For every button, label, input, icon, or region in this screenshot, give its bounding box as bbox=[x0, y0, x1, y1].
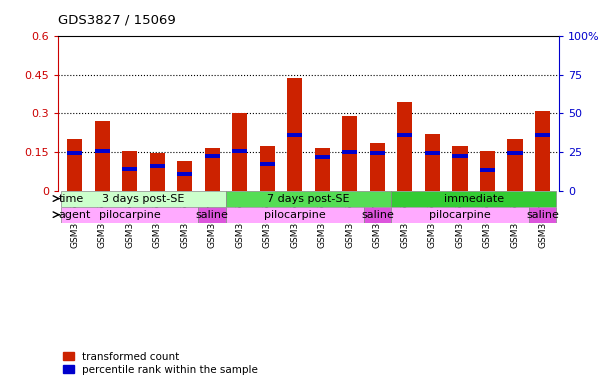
Bar bbox=[260, 146, 275, 190]
Bar bbox=[391, 190, 556, 207]
Bar bbox=[315, 148, 330, 190]
Bar bbox=[342, 116, 357, 190]
Text: agent: agent bbox=[59, 210, 91, 220]
Bar bbox=[122, 167, 137, 171]
Bar bbox=[226, 207, 364, 223]
Bar bbox=[529, 207, 556, 223]
Bar bbox=[177, 172, 192, 176]
Bar bbox=[480, 151, 495, 190]
Bar bbox=[67, 151, 82, 156]
Bar bbox=[364, 207, 391, 223]
Bar bbox=[508, 139, 522, 190]
Bar bbox=[226, 190, 391, 207]
Bar bbox=[260, 162, 275, 166]
Text: 7 days post-SE: 7 days post-SE bbox=[267, 194, 350, 204]
Bar bbox=[535, 111, 550, 190]
Bar bbox=[95, 149, 109, 153]
Bar bbox=[67, 139, 82, 190]
Bar bbox=[177, 161, 192, 190]
Bar bbox=[370, 151, 385, 156]
Text: 3 days post-SE: 3 days post-SE bbox=[102, 194, 185, 204]
Text: saline: saline bbox=[196, 210, 229, 220]
Bar bbox=[315, 155, 330, 159]
Bar bbox=[287, 78, 302, 190]
Text: saline: saline bbox=[526, 210, 559, 220]
Legend: transformed count, percentile rank within the sample: transformed count, percentile rank withi… bbox=[64, 352, 258, 375]
Bar bbox=[150, 164, 165, 168]
Text: immediate: immediate bbox=[444, 194, 504, 204]
Bar bbox=[150, 153, 165, 190]
Bar bbox=[287, 133, 302, 137]
Bar bbox=[397, 133, 412, 137]
Bar bbox=[370, 143, 385, 190]
Text: GDS3827 / 15069: GDS3827 / 15069 bbox=[58, 14, 176, 27]
Text: pilocarpine: pilocarpine bbox=[264, 210, 326, 220]
Bar bbox=[199, 207, 226, 223]
Bar bbox=[205, 154, 220, 158]
Bar bbox=[425, 134, 440, 190]
Bar bbox=[480, 168, 495, 172]
Bar bbox=[508, 151, 522, 156]
Bar bbox=[452, 146, 467, 190]
Bar bbox=[535, 133, 550, 137]
Bar bbox=[205, 148, 220, 190]
Bar bbox=[342, 150, 357, 154]
Bar bbox=[61, 207, 199, 223]
Bar bbox=[452, 154, 467, 158]
Bar bbox=[391, 207, 529, 223]
Bar bbox=[425, 151, 440, 156]
Text: pilocarpine: pilocarpine bbox=[429, 210, 491, 220]
Bar bbox=[95, 121, 109, 190]
Text: time: time bbox=[59, 194, 84, 204]
Text: pilocarpine: pilocarpine bbox=[99, 210, 161, 220]
Bar bbox=[397, 102, 412, 190]
Bar bbox=[122, 151, 137, 190]
Bar bbox=[61, 190, 226, 207]
Bar bbox=[232, 149, 247, 153]
Bar bbox=[232, 114, 247, 190]
Text: saline: saline bbox=[361, 210, 394, 220]
